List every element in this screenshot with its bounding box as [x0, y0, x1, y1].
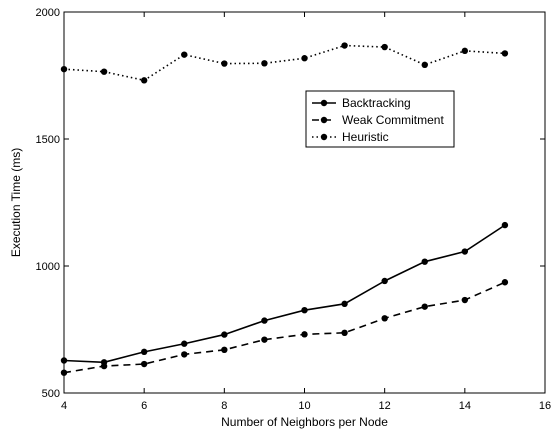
y-axis-label: Execution Time (ms): [9, 148, 23, 257]
x-tick-label: 8: [221, 400, 227, 412]
x-tick-label: 4: [61, 400, 67, 412]
legend-marker: [320, 133, 328, 141]
x-tick-label: 14: [459, 400, 471, 412]
data-point: [501, 50, 509, 57]
data-point: [181, 351, 188, 358]
data-point: [181, 51, 188, 58]
series-line-2: [63, 44, 505, 82]
legend-marker: [320, 116, 328, 124]
series-line-1: [63, 281, 506, 374]
data-point: [341, 42, 348, 49]
data-point: [421, 303, 428, 310]
data-point: [100, 362, 108, 370]
x-tick-label: 16: [539, 400, 551, 412]
data-point: [381, 277, 388, 285]
data-point: [181, 340, 188, 347]
data-point: [221, 346, 228, 354]
data-point: [60, 357, 68, 364]
data-point: [261, 317, 268, 324]
data-point: [381, 315, 388, 322]
data-point: [301, 55, 308, 62]
data-point: [221, 331, 228, 338]
data-point: [461, 47, 469, 55]
data-point: [261, 60, 268, 67]
data-point: [501, 279, 509, 286]
data-point: [461, 296, 469, 304]
x-axis-label: Number of Neighbors per Node: [221, 415, 388, 429]
y-tick-label: 1500: [36, 134, 60, 146]
series-layer: [60, 42, 509, 376]
data-point: [140, 360, 148, 368]
y-tick-label: 2000: [36, 7, 60, 19]
x-tick-label: 6: [141, 400, 147, 412]
data-point: [261, 336, 268, 343]
legend-marker: [320, 99, 328, 107]
legend: Backtracking Weak Commitment Heuristic: [305, 90, 455, 148]
x-tick-label: 12: [379, 400, 391, 412]
data-point: [140, 77, 148, 84]
data-point: [421, 61, 428, 69]
data-point: [461, 248, 469, 255]
data-point: [140, 348, 148, 356]
legend-label: Weak Commitment: [342, 113, 444, 127]
data-point: [301, 306, 308, 314]
data-point: [501, 221, 509, 229]
data-point: [301, 331, 308, 338]
y-tick-label: 1000: [36, 261, 60, 273]
legend-label: Backtracking: [342, 96, 411, 110]
data-point: [381, 43, 388, 51]
data-point: [341, 329, 348, 337]
data-point: [421, 258, 428, 265]
y-tick-label: 500: [42, 388, 60, 400]
series-line-0: [63, 224, 506, 364]
data-point: [60, 369, 68, 376]
data-point: [60, 65, 68, 73]
legend-label: Heuristic: [342, 130, 389, 144]
x-tick-label: 10: [298, 400, 310, 412]
data-point: [100, 68, 108, 75]
data-point: [221, 60, 228, 67]
axis-ticks: 4 6 8 10 12 14 16 500 1000 1500 2000: [36, 7, 552, 412]
data-point: [341, 300, 348, 308]
